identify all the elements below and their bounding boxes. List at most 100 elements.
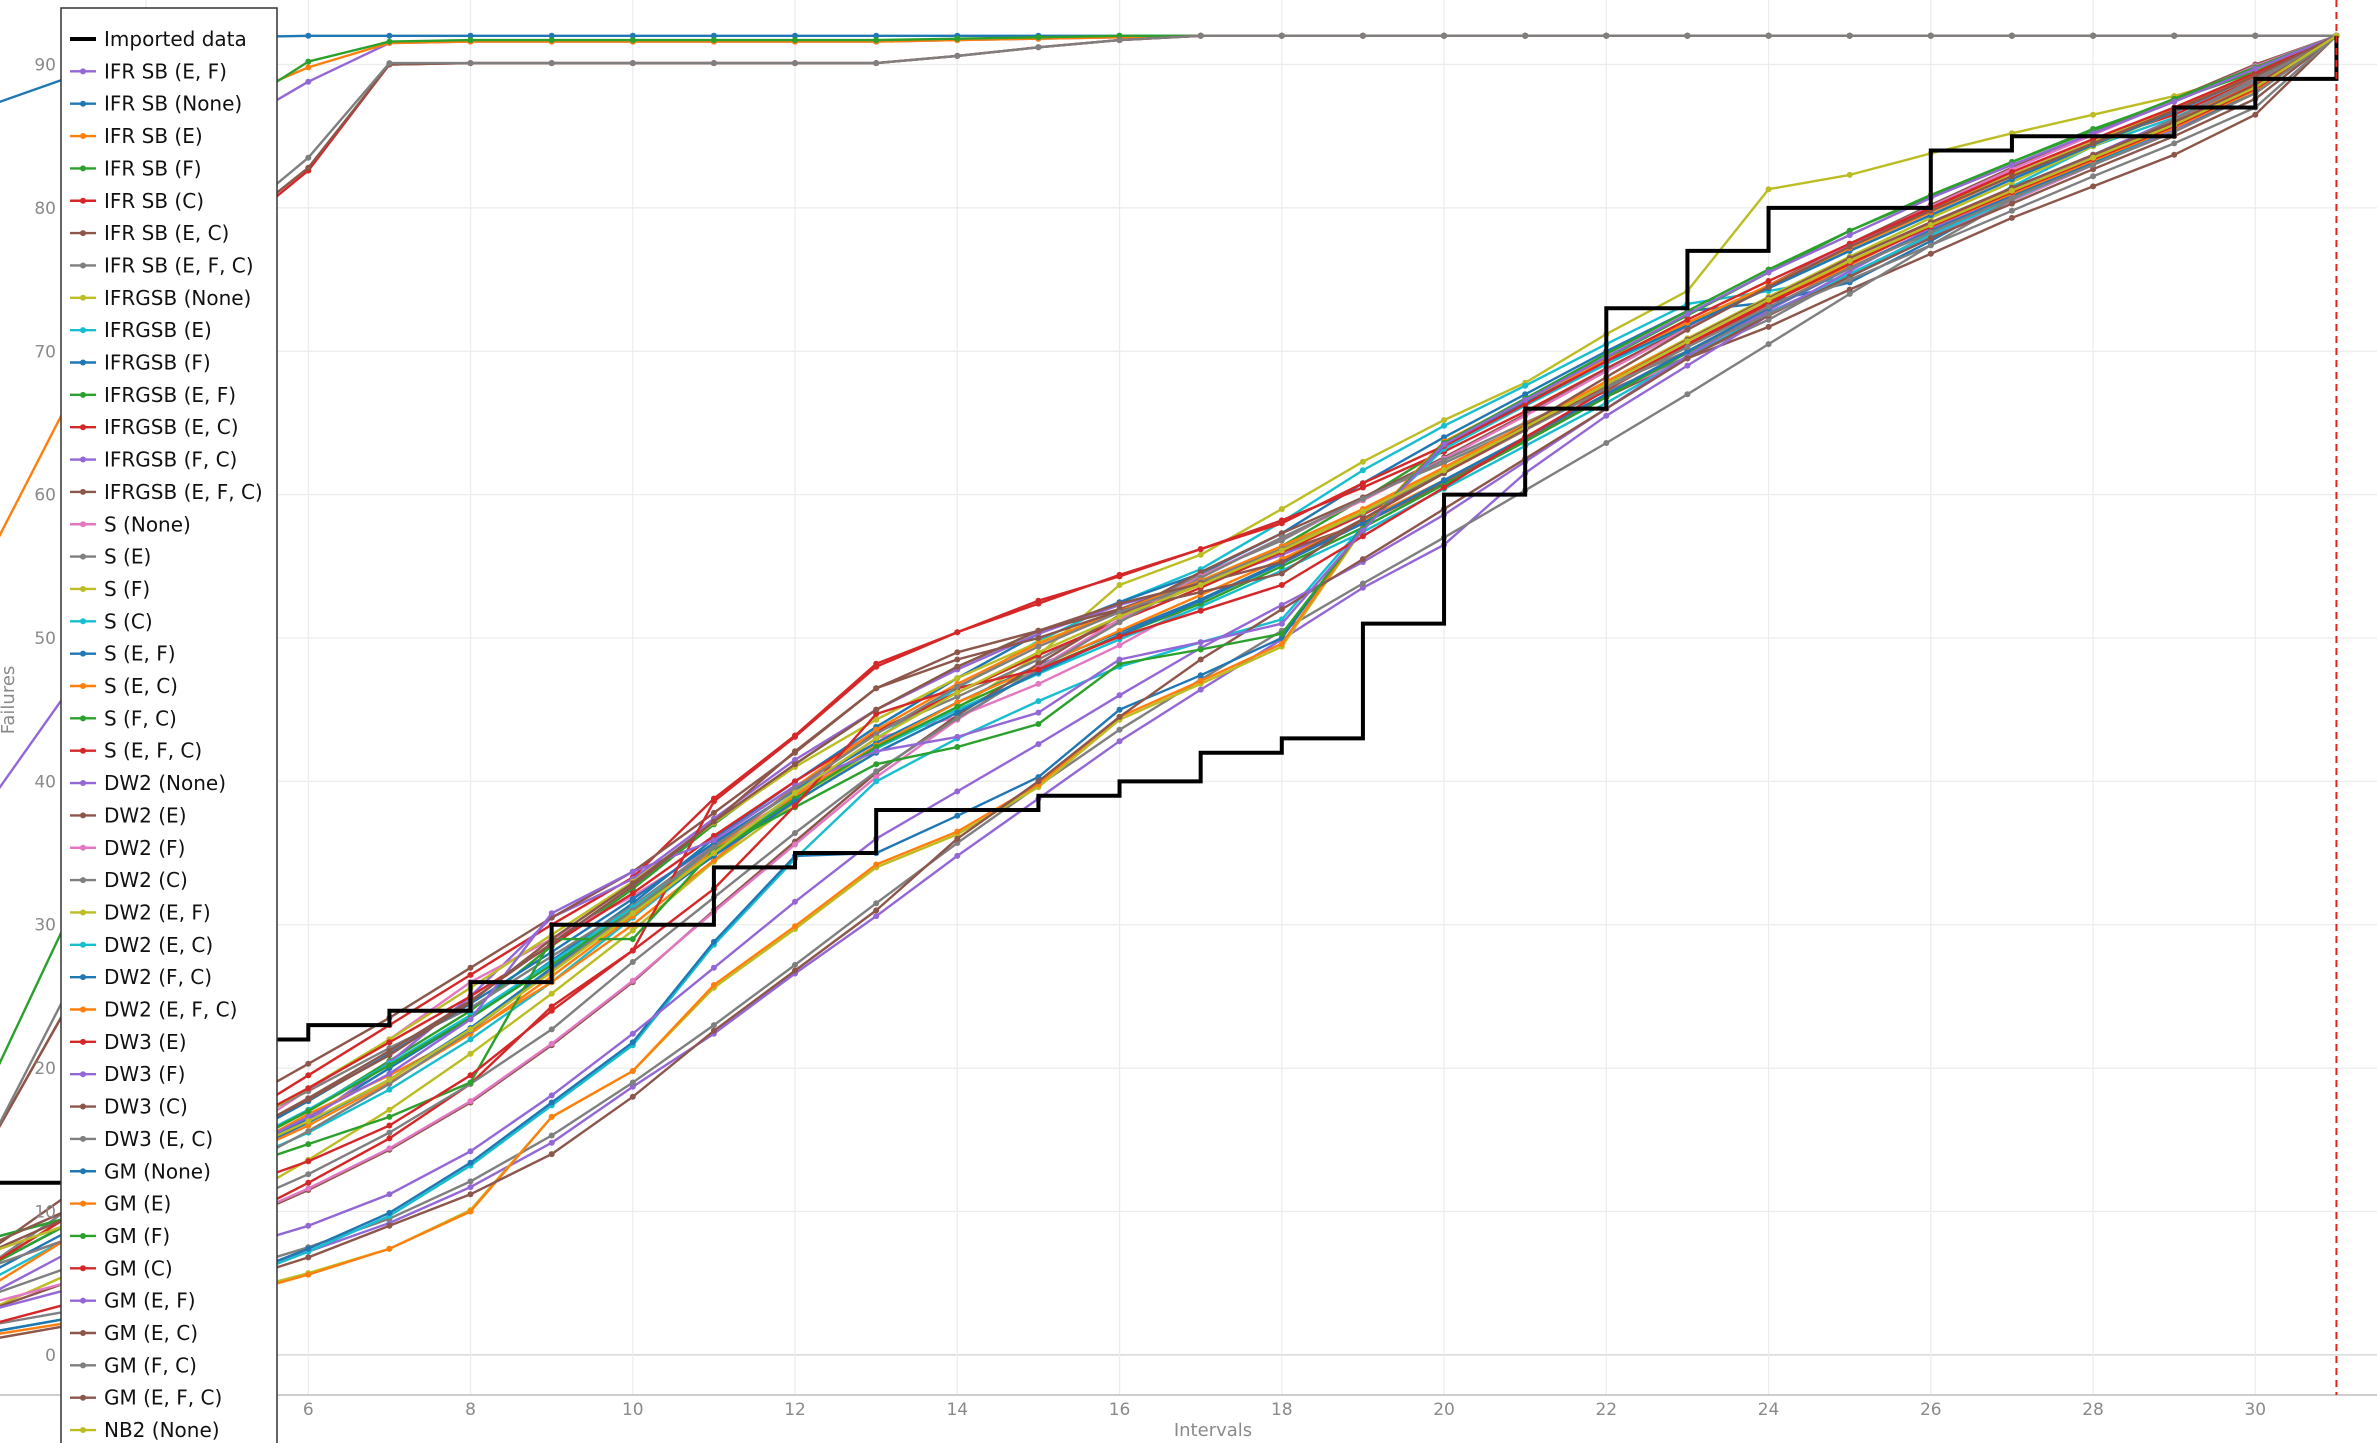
series-point	[548, 32, 555, 39]
series-point	[629, 37, 636, 44]
series-point	[1927, 222, 1934, 229]
legend-item[interactable]: DW2 (E)	[70, 803, 187, 827]
series-group	[0, 32, 2340, 1262]
series-point	[2090, 183, 2097, 190]
legend-item[interactable]: DW2 (None)	[70, 771, 226, 795]
legend-item[interactable]: GM (E)	[70, 1192, 171, 1216]
series-point	[629, 868, 636, 875]
series-point	[1197, 589, 1204, 596]
series-point	[792, 923, 798, 930]
legend-item[interactable]: IFRGSB (E, F, C)	[70, 480, 263, 504]
series-point	[1603, 32, 1610, 39]
legend-item[interactable]: IFR SB (C)	[70, 189, 204, 213]
series-group	[0, 32, 2340, 1262]
series-line	[0, 34, 2338, 1262]
legend-item[interactable]: GM (C)	[70, 1256, 173, 1280]
x-tick-label: 14	[946, 1400, 968, 1420]
legend-item[interactable]: DW2 (F, C)	[70, 965, 212, 989]
legend-item[interactable]: IFR SB (E)	[70, 124, 203, 148]
legend-label: GM (F, C)	[104, 1353, 197, 1377]
series-group	[0, 32, 2340, 1262]
legend-item[interactable]: NB2 (None)	[70, 1418, 220, 1442]
legend-label: DW3 (E)	[104, 1030, 187, 1054]
legend-item[interactable]: IFRGSB (F)	[70, 351, 211, 375]
legend-item[interactable]: DW2 (E, C)	[70, 933, 213, 957]
series-point	[954, 663, 961, 670]
legend-item[interactable]: DW2 (F)	[70, 836, 185, 860]
legend-item[interactable]: S (E, F, C)	[70, 739, 202, 763]
legend-item[interactable]: S (E)	[70, 545, 151, 569]
legend-item[interactable]: IFRGSB (E, C)	[70, 415, 239, 439]
legend-item[interactable]: DW3 (E, C)	[70, 1127, 213, 1151]
series-point	[1927, 32, 1934, 39]
legend-item[interactable]: IFRGSB (None)	[70, 286, 251, 310]
series-point	[1441, 434, 1447, 441]
legend-item[interactable]: IFR SB (E, C)	[70, 221, 229, 245]
legend-item[interactable]: Imported data	[70, 27, 247, 51]
series-point	[792, 841, 798, 848]
legend-item[interactable]: IFR SB (E, F, C)	[70, 253, 254, 277]
series-point	[548, 990, 555, 997]
series-point	[1035, 635, 1042, 641]
series-point	[386, 1039, 393, 1046]
series-point	[2252, 65, 2259, 72]
legend-item[interactable]: DW2 (C)	[70, 868, 188, 892]
legend-label: NB2 (None)	[104, 1418, 220, 1442]
series-point	[467, 1184, 474, 1191]
legend-item[interactable]: GM (E, F, C)	[70, 1386, 222, 1410]
legend-item[interactable]: IFRGSB (E)	[70, 318, 212, 342]
legend-item[interactable]: DW2 (E, F)	[70, 900, 211, 924]
legend-swatch-dot	[80, 327, 86, 334]
series-point	[1035, 709, 1042, 716]
series-line	[0, 34, 2338, 1262]
legend-swatch-dot	[80, 1135, 86, 1142]
legend-item[interactable]: S (E, C)	[70, 674, 178, 698]
series-point	[710, 844, 717, 851]
legend-label: DW3 (C)	[104, 1095, 188, 1119]
legend-item[interactable]: DW3 (F)	[70, 1062, 185, 1086]
series-point	[1116, 726, 1123, 733]
legend-label: DW2 (E, F, C)	[104, 998, 237, 1022]
legend-item[interactable]: GM (E, C)	[70, 1321, 198, 1345]
series-point	[1197, 569, 1204, 576]
series-point	[2171, 32, 2178, 39]
legend-swatch-dot	[80, 488, 86, 495]
legend-item[interactable]: S (C)	[70, 609, 153, 633]
series-point	[1035, 666, 1042, 673]
legend-item[interactable]: S (None)	[70, 512, 191, 536]
legend-item[interactable]: IFR SB (None)	[70, 92, 242, 116]
series-point	[305, 154, 312, 161]
legend-item[interactable]: GM (E, F)	[70, 1289, 196, 1313]
series-point	[1197, 607, 1204, 614]
legend-swatch-dot	[80, 683, 86, 689]
legend-item[interactable]: GM (None)	[70, 1159, 211, 1183]
series-point	[1359, 533, 1366, 540]
series-point	[386, 1135, 393, 1142]
legend-item[interactable]: DW3 (E)	[70, 1030, 187, 1054]
legend-item[interactable]: DW3 (C)	[70, 1095, 188, 1119]
series-point	[1441, 417, 1447, 424]
series-point	[305, 1171, 312, 1178]
legend-item[interactable]: IFRGSB (F, C)	[70, 448, 237, 472]
series-line	[0, 34, 2337, 1262]
legend[interactable]: Imported data IFR SB (E, F) IFR SB (None) I…	[60, 7, 278, 1443]
series-point	[467, 1191, 474, 1198]
legend-item[interactable]: GM (F)	[70, 1224, 170, 1248]
legend-item[interactable]: IFR SB (E, F)	[70, 59, 227, 83]
legend-swatch-dot	[80, 1330, 86, 1336]
legend-item[interactable]: DW2 (E, F, C)	[70, 998, 237, 1022]
series-point	[629, 959, 636, 965]
legend-item[interactable]: S (F, C)	[70, 706, 177, 730]
series-point	[305, 32, 312, 39]
series-point	[548, 1139, 555, 1146]
legend-item[interactable]: S (E, F)	[70, 642, 176, 666]
series-group	[0, 32, 2340, 1269]
legend-swatch-dot	[80, 391, 86, 398]
legend-item[interactable]: S (F)	[70, 577, 150, 601]
legend-item[interactable]: IFRGSB (E, F)	[70, 383, 236, 407]
series-point	[792, 37, 798, 44]
legend-label: S (F)	[104, 577, 150, 601]
legend-item[interactable]: IFR SB (F)	[70, 156, 202, 180]
legend-item[interactable]: GM (F, C)	[70, 1353, 197, 1377]
legend-swatch-dot	[80, 941, 86, 948]
